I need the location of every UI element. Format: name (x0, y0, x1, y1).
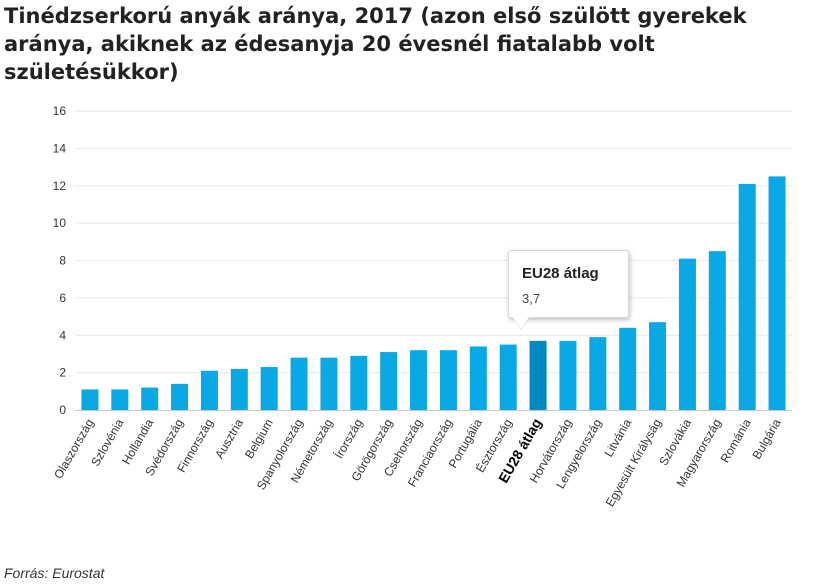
bar-18[interactable] (619, 327, 637, 410)
y-tick-label: 14 (53, 141, 67, 155)
y-tick-label: 8 (59, 254, 66, 268)
gridlines (75, 110, 792, 374)
bar-8[interactable] (320, 357, 338, 410)
bar-13[interactable] (469, 346, 487, 410)
bar-15[interactable] (529, 340, 547, 410)
x-tick-label: Egyesült Királyság (603, 417, 664, 509)
bar-17[interactable] (589, 337, 607, 410)
bar-5[interactable] (230, 368, 248, 410)
tooltip: EU28 átlag 3,7 (508, 250, 629, 318)
bar-11[interactable] (410, 350, 428, 410)
bar-6[interactable] (260, 367, 278, 410)
bar-chart: 0 2 4 6 8 10 12 14 16 OlaszországSzlovéniaHollan… (51, 104, 792, 509)
x-tick-label: Olaszország (51, 417, 96, 482)
bar-22[interactable] (738, 183, 756, 410)
bar-21[interactable] (708, 251, 726, 410)
x-tick-label: Bulgária (750, 416, 784, 461)
tooltip-title: EU28 átlag (522, 265, 599, 282)
bar-19[interactable] (649, 322, 667, 410)
bar-2[interactable] (141, 387, 159, 410)
tooltip-value: 3,7 (522, 291, 541, 306)
chart-title: Tinédzserkorú anyák aránya, 2017 (azon e… (4, 4, 747, 84)
bar-16[interactable] (559, 340, 577, 410)
bars (81, 176, 786, 410)
bar-1[interactable] (111, 389, 129, 410)
bar-23[interactable] (768, 176, 786, 410)
bar-4[interactable] (200, 370, 218, 410)
bar-14[interactable] (499, 344, 517, 410)
y-tick-label: 10 (53, 216, 67, 230)
bar-20[interactable] (678, 258, 696, 410)
bar-0[interactable] (81, 389, 99, 410)
y-tick-label: 12 (53, 179, 67, 193)
y-axis-ticks: 0 2 4 6 8 10 12 14 16 (53, 104, 67, 417)
bar-7[interactable] (290, 357, 308, 410)
y-tick-label: 6 (59, 291, 66, 305)
tooltip-pointer (513, 317, 529, 329)
x-tick-label: Litvánia (601, 416, 634, 459)
bar-12[interactable] (439, 350, 457, 410)
y-tick-label: 2 (59, 366, 66, 380)
bar-9[interactable] (350, 355, 368, 410)
source-note: Forrás: Eurostat (4, 565, 105, 581)
y-tick-label: 4 (59, 328, 66, 342)
bar-3[interactable] (171, 383, 189, 410)
bar-10[interactable] (380, 352, 398, 410)
y-tick-label: 0 (59, 403, 66, 417)
x-axis-ticks: OlaszországSzlovéniaHollandiaSvédországF… (51, 416, 784, 509)
y-tick-label: 16 (53, 104, 67, 118)
